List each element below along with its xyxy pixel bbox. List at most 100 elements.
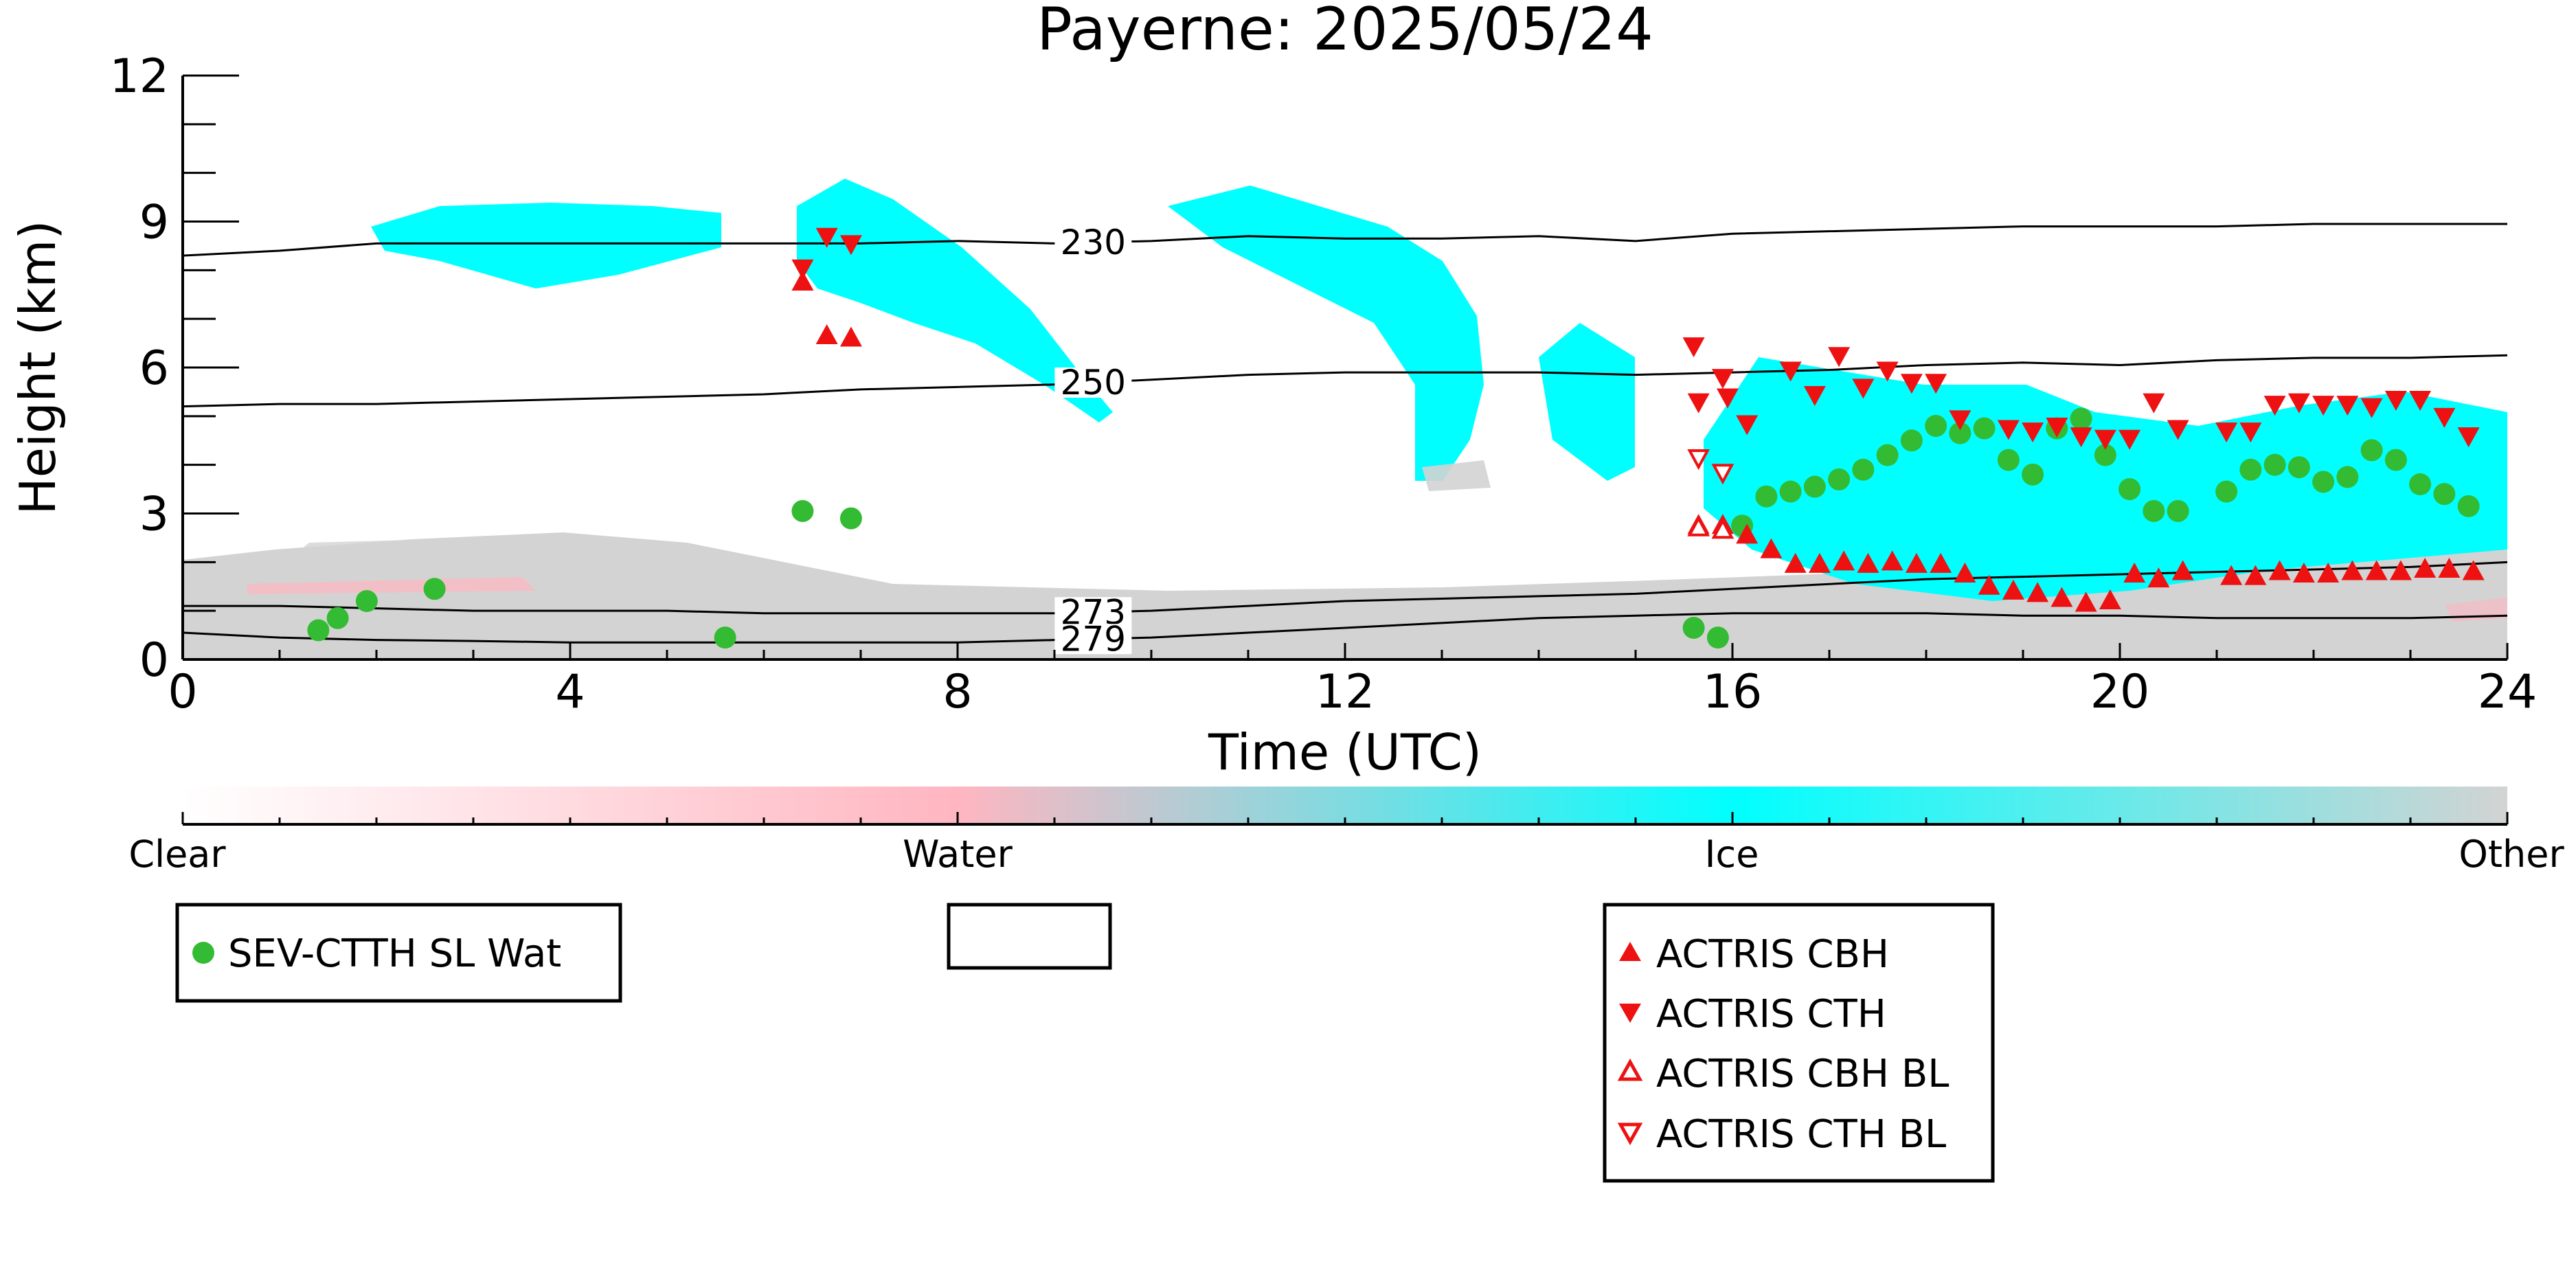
phase-colorbar: Clear Water Ice Other xyxy=(128,787,2564,876)
legend-label-actris-cbh: ACTRIS CBH xyxy=(1656,932,1889,977)
point-actris-cth xyxy=(2336,396,2359,416)
x-axis-label: Time (UTC) xyxy=(1208,723,1482,781)
point-sev-ctth-sl-wat xyxy=(2457,495,2480,517)
point-sev-ctth-sl-wat xyxy=(2336,466,2359,488)
legend-marker-actris-cth-bl xyxy=(1617,1122,1643,1146)
point-sev-ctth-sl-wat xyxy=(2409,473,2432,495)
point-actris-cbh xyxy=(2268,560,2291,580)
point-actris-cth-bl xyxy=(1711,464,1735,485)
y-axis-ticks: 0 3 6 9 12 xyxy=(109,49,239,688)
point-actris-cth xyxy=(1736,415,1759,436)
y-axis-label: Height (km) xyxy=(9,221,67,515)
legend-label-actris-cth: ACTRIS CTH xyxy=(1656,992,1886,1037)
point-sev-ctth-sl-wat xyxy=(1973,417,1996,440)
point-sev-ctth-sl-wat xyxy=(1828,468,1851,490)
point-actris-cth xyxy=(2143,393,2165,414)
legend-marker-actris-cbh xyxy=(1619,942,1641,961)
x-tick-label: 0 xyxy=(168,665,197,719)
point-actris-cth xyxy=(2046,418,2068,438)
point-sev-ctth-sl-wat xyxy=(1876,444,1899,466)
point-actris-cth xyxy=(1828,347,1851,368)
contour-label-bg xyxy=(1054,367,1132,398)
point-actris-cth xyxy=(1803,385,1826,406)
legend-actris: ACTRIS CBH ACTRIS CTH ACTRIS CBH BL ACTR… xyxy=(1603,903,1995,1183)
colorbar-label-clear: Clear xyxy=(128,833,226,876)
point-sev-ctth-sl-wat xyxy=(2022,463,2044,486)
point-sev-ctth-sl-wat xyxy=(791,499,814,522)
point-actris-cbh xyxy=(1760,538,1783,558)
point-sev-ctth-sl-wat xyxy=(2312,471,2335,493)
other-class-area xyxy=(1422,460,1491,491)
point-actris-cbh xyxy=(2026,582,2049,602)
point-actris-cbh xyxy=(2123,563,2146,583)
point-sev-ctth-sl-wat xyxy=(1997,449,2020,471)
chart-title: Payerne: 2025/05/24 xyxy=(1037,0,1653,64)
legend-box xyxy=(947,903,1112,970)
contour-label-250: 250 xyxy=(1061,363,1126,403)
point-actris-cbh xyxy=(791,271,814,291)
point-actris-cbh xyxy=(1808,552,1831,573)
point-actris-cbh xyxy=(2244,565,2267,585)
ice-class-area xyxy=(1539,323,1635,481)
point-actris-cth xyxy=(1716,388,1739,409)
other-class-area xyxy=(183,532,2507,659)
point-actris-cth xyxy=(2094,429,2116,450)
point-sev-ctth-sl-wat xyxy=(1900,429,1923,452)
point-actris-cth xyxy=(2119,429,2141,450)
point-sev-ctth-sl-wat xyxy=(2384,449,2407,471)
point-actris-cbh xyxy=(1784,552,1807,573)
point-actris-cbh xyxy=(2389,560,2412,580)
point-actris-cth xyxy=(2263,396,2286,416)
point-actris-cbh xyxy=(2365,560,2388,580)
contour-line-273 xyxy=(183,561,2508,615)
point-actris-cth xyxy=(1779,361,1802,382)
point-sev-ctth-sl-wat xyxy=(1682,616,1705,639)
colorbar-label-ice: Ice xyxy=(1705,833,1759,876)
x-tick-label: 20 xyxy=(2090,665,2150,719)
point-sev-ctth-sl-wat xyxy=(1803,475,1826,498)
contour-line-250 xyxy=(182,354,2508,408)
point-actris-cbh xyxy=(2462,560,2485,580)
point-actris-cth xyxy=(1949,410,1971,431)
point-sev-ctth-sl-wat xyxy=(1779,480,1802,503)
point-actris-cbh xyxy=(1881,550,1903,571)
x-tick-label: 8 xyxy=(942,665,972,719)
point-actris-cth xyxy=(2457,427,2480,448)
point-sev-ctth-sl-wat xyxy=(1755,485,1778,508)
contour-label-279: 279 xyxy=(1061,619,1126,659)
point-actris-cbh xyxy=(1930,552,1952,573)
point-actris-cth xyxy=(1925,374,1947,394)
point-sev-ctth-sl-wat xyxy=(1706,626,1729,649)
point-actris-cth xyxy=(1900,374,1923,394)
point-actris-cth xyxy=(1997,420,2020,440)
point-actris-cbh xyxy=(2171,560,2194,580)
y-tick-label: 0 xyxy=(139,633,169,688)
legend-label-actris-cth-bl: ACTRIS CTH BL xyxy=(1656,1112,1946,1157)
x-tick-label: 24 xyxy=(2478,665,2538,719)
point-actris-cbh-bl xyxy=(1711,518,1735,539)
y-tick-label: 3 xyxy=(139,488,169,542)
point-actris-cth xyxy=(1682,337,1705,358)
point-sev-ctth-sl-wat xyxy=(2070,407,2092,430)
point-actris-cbh xyxy=(1978,574,2000,595)
point-sev-ctth-sl-wat xyxy=(2119,478,2141,501)
point-sev-ctth-sl-wat xyxy=(423,578,446,600)
point-actris-cth xyxy=(2433,407,2456,428)
point-actris-cbh xyxy=(1954,563,1976,583)
point-actris-cth xyxy=(2409,391,2432,411)
point-sev-ctth-sl-wat xyxy=(1852,458,1875,481)
point-sev-ctth-sl-wat xyxy=(307,619,330,642)
colorbar-ticks xyxy=(181,812,2509,824)
x-tick-label: 4 xyxy=(555,665,585,719)
contour-label-bg xyxy=(1054,227,1132,258)
legend-label-sev-ctth: SEV-CTTH SL Wat xyxy=(228,931,561,976)
contour-line-230 xyxy=(182,223,2507,257)
point-actris-cbh xyxy=(2075,591,2097,612)
point-sev-ctth-sl-wat xyxy=(2263,453,2286,476)
colorbar-label-other: Other xyxy=(2459,833,2564,876)
point-actris-cbh xyxy=(2317,563,2340,583)
point-actris-cth xyxy=(2287,393,2310,414)
point-sev-ctth-sl-wat xyxy=(839,507,862,530)
point-actris-cbh xyxy=(2341,560,2364,580)
